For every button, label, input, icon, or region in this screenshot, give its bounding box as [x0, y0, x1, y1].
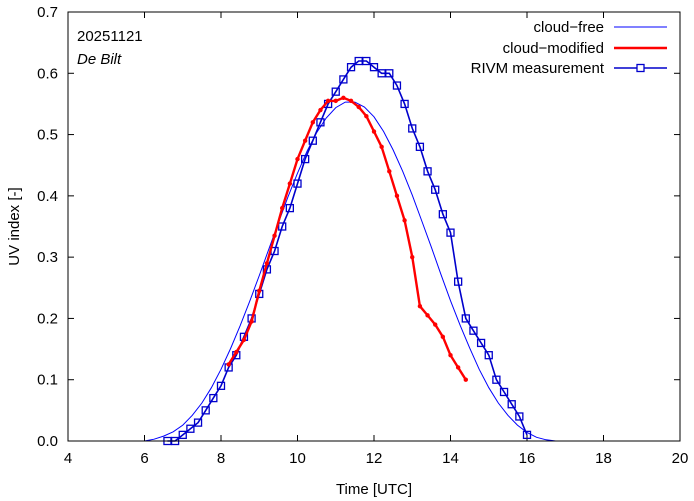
cloud-modified-point	[425, 313, 430, 318]
cloud-modified-point	[463, 377, 468, 382]
rivm-measurement-point	[193, 418, 203, 427]
y-tick-label: 0.0	[37, 433, 58, 450]
cloud-modified-point	[257, 288, 262, 294]
cloud-modified-point	[241, 337, 247, 343]
cloud-modified-point	[394, 193, 400, 199]
rivm-measurement-point	[453, 277, 463, 286]
x-tick-label: 12	[366, 450, 383, 467]
rivm-measurement-point	[285, 203, 295, 213]
x-tick-label: 10	[289, 450, 306, 467]
station-annotation: De Bilt	[77, 51, 122, 68]
cloud-modified-point	[310, 120, 315, 125]
x-tick-label: 4	[64, 450, 72, 467]
x-tick-label: 14	[442, 450, 459, 467]
cloud-modified-point	[234, 349, 239, 355]
rivm-measurement-point	[469, 326, 478, 335]
rivm-measurement-point	[216, 381, 226, 390]
rivm-measurement-point	[415, 142, 425, 151]
y-axis-label: UV index [-]	[6, 187, 23, 265]
y-tick-label: 0.6	[37, 65, 58, 82]
rivm-measurement-point	[201, 406, 210, 415]
rivm-measurement-point	[293, 179, 302, 188]
rivm-measurement-point	[461, 314, 470, 323]
legend-label-cloud-modified: cloud−modified	[503, 40, 604, 57]
cloud-modified-point	[287, 181, 293, 186]
rivm-measurement-point	[515, 412, 524, 421]
rivm-measurement-point	[209, 393, 218, 403]
legend-label-cloud-free: cloud−free	[534, 19, 604, 36]
cloud-modified-point	[402, 218, 407, 223]
legend-marker-rivm-measurement	[636, 63, 645, 73]
cloud-modified-point	[410, 254, 415, 260]
x-tick-label: 6	[140, 450, 148, 467]
y-tick-label: 0.2	[37, 310, 58, 327]
cloud-modified-point	[264, 261, 270, 266]
cloud-modified-point	[371, 129, 377, 134]
rivm-measurement-point	[476, 338, 486, 348]
rivm-measurement-point	[484, 351, 493, 360]
rivm-measurement-point	[446, 228, 455, 237]
rivm-measurement-point	[431, 185, 440, 194]
cloud-modified-point	[333, 98, 338, 104]
rivm-measurement-point	[331, 87, 340, 96]
rivm-measurement-point	[362, 56, 371, 66]
rivm-measurement-point	[392, 81, 402, 90]
series-layer	[144, 56, 556, 446]
x-tick-label: 16	[519, 450, 536, 467]
cloud-modified-point	[249, 319, 254, 324]
cloud-modified-point	[280, 205, 285, 211]
cloud-modified-point	[272, 233, 277, 238]
y-tick-label: 0.7	[37, 4, 58, 21]
cloud-modified-point	[379, 144, 384, 150]
cloud-modified-point	[440, 334, 446, 340]
legend-label-rivm-measurement: RIVM measurement	[471, 60, 605, 77]
rivm-measurement-point	[300, 154, 310, 164]
rivm-measurement-point	[308, 136, 317, 145]
rivm-measurement-point	[339, 75, 348, 84]
rivm-measurement-point	[522, 430, 532, 440]
x-tick-labels: 4 6 8 10 12 14 16 18 20	[64, 450, 689, 467]
x-axis-label: Time [UTC]	[336, 481, 412, 498]
rivm-measurement-point	[507, 400, 516, 409]
rivm-measurement-point	[316, 118, 325, 127]
rivm-measurement-point	[278, 222, 287, 231]
rivm-measurement-point	[400, 99, 409, 109]
x-tick-label: 8	[217, 450, 225, 467]
rivm-measurement-point	[408, 124, 417, 133]
rivm-measurement-point	[186, 424, 195, 433]
y-tick-label: 0.1	[37, 372, 58, 389]
cloud-modified-point	[356, 104, 361, 110]
cloud-modified-point	[417, 303, 423, 309]
cloud-modified-point	[387, 169, 392, 174]
y-tick-label: 0.4	[37, 188, 58, 205]
rivm-measurement-point	[178, 430, 187, 440]
y-tick-label: 0.3	[37, 249, 58, 266]
legend: cloud−free cloud−modified RIVM measurement	[471, 19, 667, 77]
rivm-measurement-point	[438, 210, 448, 219]
cloud-modified-point	[433, 322, 438, 327]
cloud-modified-point	[364, 113, 369, 119]
rivm-measurement-point	[385, 69, 394, 78]
date-annotation: 20251121	[77, 28, 143, 45]
cloud-modified-point	[341, 95, 346, 101]
cloud-modified-point	[325, 98, 331, 104]
cloud-modified-point	[455, 365, 461, 370]
rivm-measurement-point	[346, 63, 356, 72]
y-tick-label: 0.5	[37, 127, 58, 144]
x-tick-label: 20	[672, 450, 689, 467]
rivm-measurement-point	[492, 375, 501, 384]
cloud-modified-point	[226, 362, 231, 367]
cloud-modified-point	[348, 98, 354, 104]
cloud-modified-point	[318, 107, 323, 113]
y-tick-labels: 0.0 0.1 0.2 0.3 0.4 0.5 0.6 0.7	[37, 4, 58, 450]
cloud-modified-point	[302, 138, 308, 143]
rivm-measurement-point	[423, 167, 432, 176]
rivm-measurement-point	[499, 387, 509, 397]
rivm-measurement-point	[369, 63, 379, 72]
plot-frame	[67, 11, 681, 442]
cloud-modified-point	[448, 353, 453, 358]
cloud-modified-point	[295, 156, 300, 162]
x-tick-label: 18	[595, 450, 612, 467]
